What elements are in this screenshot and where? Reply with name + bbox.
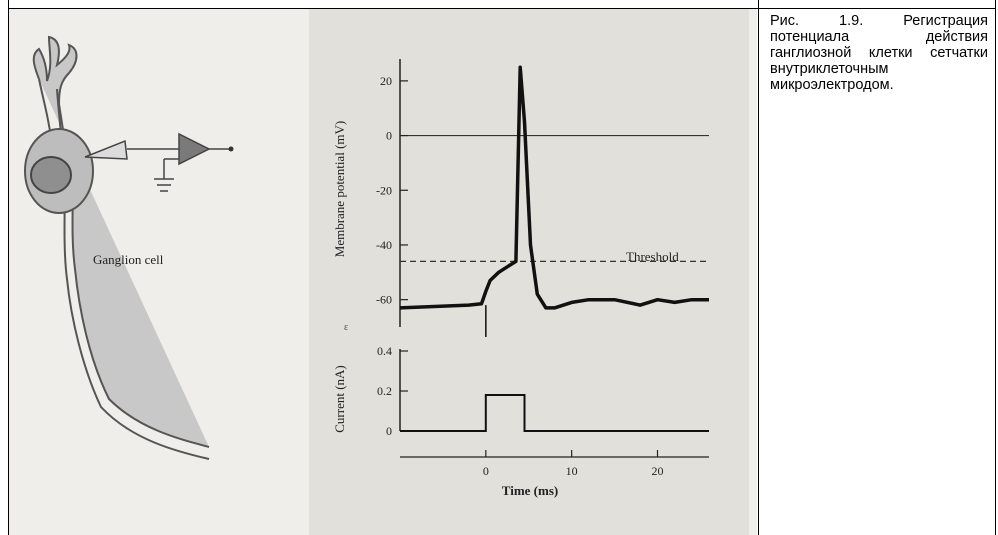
right-border: [995, 0, 996, 535]
current-tick-label: 0: [386, 424, 392, 438]
left-border: [8, 0, 9, 535]
voltage-tick-label: -20: [376, 183, 392, 197]
threshold-label: Threshold: [626, 249, 679, 264]
time-axis-label: Time (ms): [502, 483, 558, 498]
voltage-tick-label: 20: [380, 74, 392, 88]
current-tick-label: 0.2: [377, 384, 392, 398]
time-tick-label: 20: [652, 464, 664, 478]
stray-mark: ε: [344, 322, 348, 333]
current-plot: 0.4 0.2 0 0 10 20: [377, 344, 709, 478]
ganglion-recording-figure: Ganglion cell 20 0 -20 -40 -60 Membrane pote…: [9, 9, 757, 535]
current-tick-label: 0.4: [377, 344, 392, 358]
time-tick-label: 0: [483, 464, 489, 478]
current-axis-label: Current (nA): [332, 365, 347, 433]
voltage-tick-label: 0: [386, 129, 392, 143]
time-tick-label: 10: [566, 464, 578, 478]
figure-caption: Рис. 1.9. Регистрация потенциала действи…: [770, 13, 988, 93]
voltage-plot: 20 0 -20 -40 -60: [376, 59, 709, 337]
voltage-tick-label: -60: [376, 293, 392, 307]
voltage-tick-label: -40: [376, 238, 392, 252]
caption-cell: Рис. 1.9. Регистрация потенциала действи…: [762, 9, 994, 535]
ganglion-cell-label: Ganglion cell: [93, 252, 164, 267]
figure-image: Ganglion cell 20 0 -20 -40 -60 Membrane pote…: [9, 9, 757, 535]
column-divider: [758, 0, 759, 535]
plot-panel-background: [309, 9, 749, 535]
top-border: [8, 8, 996, 9]
membrane-potential-trace: [399, 65, 709, 310]
ganglion-cell-drawing: [24, 35, 234, 460]
voltage-axis-label: Membrane potential (mV): [332, 121, 347, 257]
current-step-trace: [400, 394, 709, 432]
